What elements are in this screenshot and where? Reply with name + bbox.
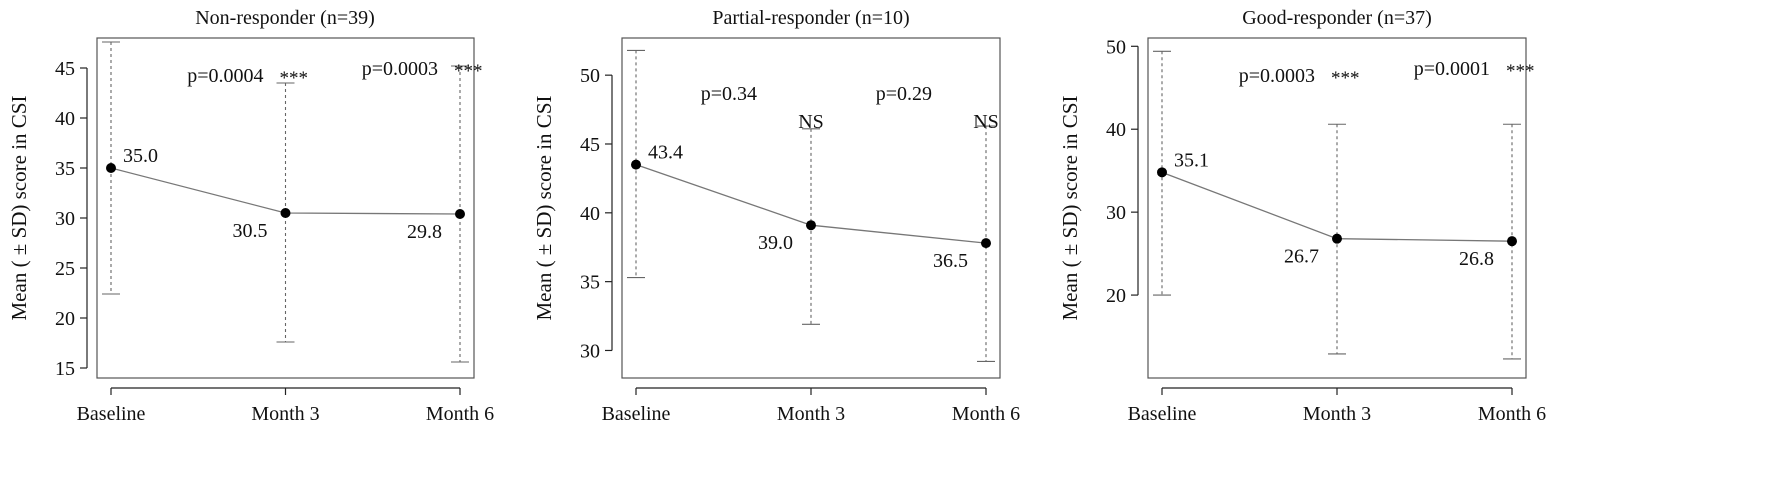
y-tick-label: 25 [55, 258, 75, 280]
mean-point [455, 209, 465, 219]
y-tick-label: 35 [55, 158, 75, 180]
p-value-label: p=0.0003 [362, 58, 438, 80]
mean-value-label: 35.1 [1174, 149, 1209, 171]
mean-value-label: 36.5 [933, 250, 968, 272]
chart-title: Partial-responder (n=10) [712, 7, 909, 29]
p-value-label: p=0.0003 [1239, 65, 1315, 87]
x-tick-label: Month 3 [251, 403, 319, 425]
y-tick-label: 30 [55, 208, 75, 230]
mean-value-label: 43.4 [648, 142, 683, 164]
x-tick-label: Baseline [1128, 403, 1197, 425]
y-tick-label: 45 [580, 134, 600, 156]
p-value-label: p=0.0004 [187, 65, 263, 87]
y-tick-label: 20 [55, 308, 75, 330]
y-tick-label: 50 [1106, 36, 1126, 58]
significance-marker: NS [798, 111, 824, 133]
mean-value-label: 30.5 [233, 220, 268, 242]
mean-value-label: 29.8 [407, 221, 442, 243]
x-tick-label: Month 6 [952, 403, 1020, 425]
p-value-label: p=0.29 [876, 83, 932, 105]
mean-line [1161, 171, 1513, 242]
significance-marker: *** [280, 68, 309, 89]
x-tick-label: Month 3 [1303, 403, 1371, 425]
mean-point [1332, 233, 1342, 244]
y-tick-label: 40 [55, 108, 75, 130]
mean-value-label: 35.0 [123, 145, 158, 167]
mean-value-label: 39.0 [758, 232, 793, 254]
significance-marker: *** [454, 61, 483, 82]
y-tick-label: 30 [580, 340, 600, 362]
mean-point [981, 238, 991, 249]
mean-value-label: 26.8 [1459, 248, 1494, 270]
plot-frame [1147, 37, 1527, 379]
mean-point [631, 159, 641, 170]
significance-marker: *** [1506, 61, 1535, 82]
chart-panel-1: Non-responder (n=39) Mean ( ± SD) score i… [7, 7, 494, 425]
plot-frame [621, 37, 1001, 379]
plot-frame [96, 37, 475, 379]
x-tick-label: Month 6 [1478, 403, 1546, 425]
y-axis-label: Mean ( ± SD) score in CSI [532, 96, 556, 321]
x-tick-label: Baseline [602, 403, 671, 425]
chart-title: Non-responder (n=39) [195, 7, 375, 29]
p-value-label: p=0.0001 [1414, 58, 1490, 80]
chart-panel-2: Partial-responder (n=10) Mean ( ± SD) sco… [532, 7, 1020, 425]
mean-point [280, 208, 291, 218]
y-tick-label: 40 [1106, 119, 1126, 141]
mean-point [806, 220, 816, 231]
y-tick-label: 15 [55, 358, 75, 380]
y-axis-label: Mean ( ± SD) score in CSI [7, 96, 31, 321]
x-tick-label: Month 6 [426, 403, 494, 425]
mean-point [1157, 167, 1167, 178]
mean-value-label: 26.7 [1284, 246, 1319, 268]
y-tick-label: 50 [580, 65, 600, 87]
x-tick-label: Baseline [77, 403, 146, 425]
x-tick-label: Month 3 [777, 403, 845, 425]
y-tick-label: 40 [580, 203, 600, 225]
y-tick-label: 45 [55, 58, 75, 80]
y-tick-label: 30 [1106, 202, 1126, 224]
significance-marker: NS [973, 111, 999, 133]
y-tick-label: 20 [1106, 285, 1126, 307]
y-axis-label: Mean ( ± SD) score in CSI [1058, 96, 1082, 321]
chart-panel-3: Good-responder (n=37) Mean ( ± SD) score … [1058, 7, 1546, 425]
y-tick-label: 35 [580, 272, 600, 294]
chart-title: Good-responder (n=37) [1242, 7, 1432, 29]
significance-marker: *** [1331, 68, 1360, 89]
mean-point [106, 163, 116, 173]
mean-point [1507, 236, 1517, 247]
p-value-label: p=0.34 [701, 83, 757, 105]
